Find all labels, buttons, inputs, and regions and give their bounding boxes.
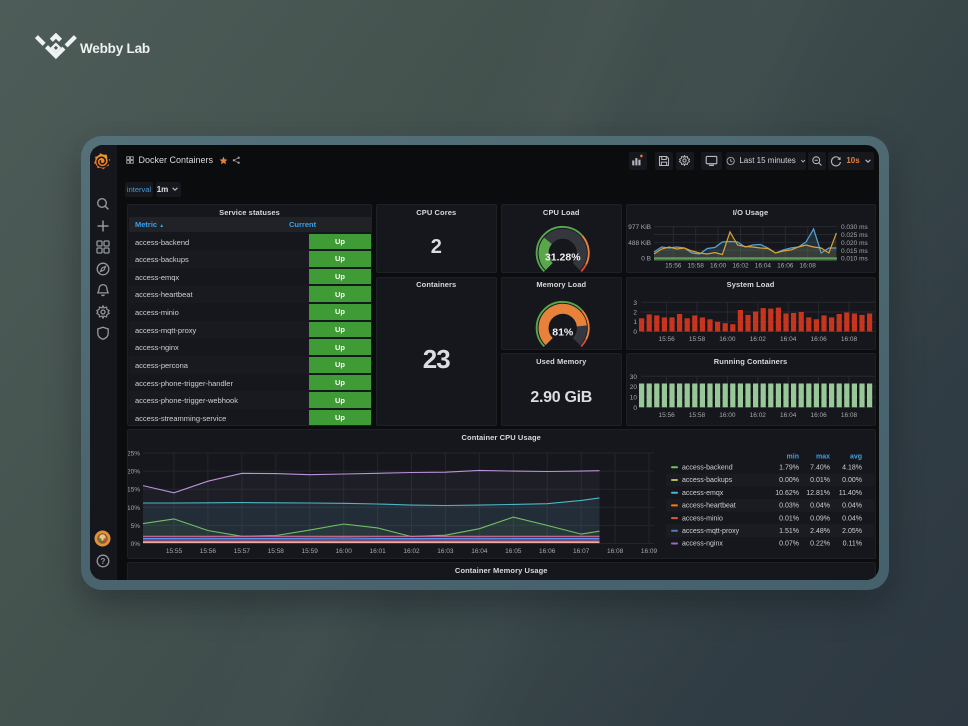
svg-text:25%: 25%: [128, 451, 140, 458]
svg-text:0.00%: 0.00%: [779, 477, 799, 484]
svg-text:0%: 0%: [131, 541, 141, 548]
svg-text:12.81%: 12.81%: [806, 490, 830, 497]
svg-text:2: 2: [633, 309, 637, 316]
svg-text:0.09%: 0.09%: [810, 515, 830, 522]
svg-text:81%: 81%: [552, 326, 574, 338]
svg-text:15:58: 15:58: [687, 263, 704, 270]
svg-text:1: 1: [633, 319, 637, 326]
svg-text:1.79%: 1.79%: [779, 465, 799, 472]
svg-text:16:06: 16:06: [777, 263, 794, 270]
svg-text:16:02: 16:02: [403, 548, 420, 555]
svg-text:16:05: 16:05: [505, 548, 522, 555]
svg-text:min: min: [787, 454, 799, 461]
svg-text:15:56: 15:56: [658, 412, 675, 419]
svg-text:11.40%: 11.40%: [839, 490, 862, 497]
svg-text:0.07%: 0.07%: [779, 541, 799, 548]
svg-text:16:07: 16:07: [573, 548, 590, 555]
svg-text:access-backups: access-backups: [682, 477, 733, 484]
svg-text:avg: avg: [850, 454, 862, 461]
svg-text:31.28%: 31.28%: [544, 252, 580, 264]
svg-text:0.01%: 0.01%: [779, 515, 799, 522]
svg-text:5%: 5%: [131, 523, 141, 530]
svg-text:0: 0: [633, 405, 637, 412]
svg-text:16:02: 16:02: [749, 412, 766, 419]
svg-text:16:04: 16:04: [780, 412, 797, 419]
svg-text:16:08: 16:08: [799, 263, 816, 270]
svg-text:access-mqtt-proxy: access-mqtt-proxy: [682, 528, 740, 535]
svg-text:0.04%: 0.04%: [810, 503, 830, 510]
svg-text:16:08: 16:08: [840, 412, 857, 419]
svg-text:0.025 ms: 0.025 ms: [841, 232, 868, 239]
svg-text:7.40%: 7.40%: [810, 465, 830, 472]
svg-text:16:08: 16:08: [607, 548, 624, 555]
svg-text:16:00: 16:00: [336, 548, 353, 555]
svg-text:0: 0: [633, 329, 637, 336]
svg-text:16:01: 16:01: [369, 548, 386, 555]
svg-text:2.48%: 2.48%: [810, 528, 830, 535]
svg-text:access-nginx: access-nginx: [682, 541, 723, 548]
svg-text:15:58: 15:58: [688, 412, 705, 419]
svg-text:20%: 20%: [128, 469, 140, 476]
svg-text:access-emqx: access-emqx: [682, 490, 724, 497]
svg-text:16:04: 16:04: [754, 263, 771, 270]
svg-text:0.22%: 0.22%: [810, 541, 830, 548]
svg-text:15:56: 15:56: [200, 548, 217, 555]
svg-text:488 KiB: 488 KiB: [628, 240, 651, 247]
svg-text:0 B: 0 B: [641, 256, 651, 263]
svg-text:access-heartbeat: access-heartbeat: [682, 503, 736, 510]
svg-text:0.030 ms: 0.030 ms: [841, 224, 868, 231]
svg-text:16:00: 16:00: [719, 336, 736, 343]
svg-text:15:57: 15:57: [234, 548, 251, 555]
svg-text:0.015 ms: 0.015 ms: [841, 248, 868, 255]
svg-text:16:06: 16:06: [810, 412, 827, 419]
svg-text:15:56: 15:56: [658, 336, 675, 343]
svg-text:4.18%: 4.18%: [842, 465, 862, 472]
svg-text:0.11%: 0.11%: [843, 541, 862, 548]
svg-text:0.010 ms: 0.010 ms: [841, 256, 868, 263]
svg-text:16:00: 16:00: [709, 263, 726, 270]
svg-text:15:58: 15:58: [268, 548, 285, 555]
svg-text:?: ?: [101, 556, 106, 565]
svg-text:max: max: [816, 454, 830, 461]
svg-text:16:09: 16:09: [641, 548, 658, 555]
svg-text:15:56: 15:56: [665, 263, 682, 270]
svg-text:access-minio: access-minio: [682, 515, 723, 522]
svg-text:15%: 15%: [128, 487, 140, 494]
svg-text:16:04: 16:04: [471, 548, 488, 555]
svg-text:16:02: 16:02: [732, 263, 749, 270]
svg-text:20: 20: [629, 384, 637, 391]
svg-text:0.04%: 0.04%: [842, 515, 862, 522]
svg-text:16:04: 16:04: [780, 336, 797, 343]
svg-text:0.03%: 0.03%: [779, 503, 799, 510]
svg-text:16:02: 16:02: [749, 336, 766, 343]
svg-text:15:59: 15:59: [302, 548, 319, 555]
svg-text:0.01%: 0.01%: [810, 477, 830, 484]
svg-text:15:58: 15:58: [688, 336, 705, 343]
svg-text:0.00%: 0.00%: [842, 477, 862, 484]
svg-text:10%: 10%: [128, 505, 140, 512]
svg-text:15:55: 15:55: [166, 548, 183, 555]
svg-text:16:03: 16:03: [437, 548, 454, 555]
svg-text:977 KiB: 977 KiB: [628, 224, 651, 231]
svg-text:30: 30: [629, 374, 637, 381]
svg-text:2.05%: 2.05%: [842, 528, 862, 535]
svg-text:3: 3: [633, 299, 637, 306]
svg-text:10.62%: 10.62%: [775, 490, 799, 497]
svg-text:10: 10: [629, 394, 637, 401]
svg-text:0.020 ms: 0.020 ms: [841, 240, 868, 247]
svg-text:access-backend: access-backend: [682, 465, 733, 472]
svg-text:16:00: 16:00: [719, 412, 736, 419]
svg-text:16:06: 16:06: [539, 548, 556, 555]
svg-text:0.04%: 0.04%: [842, 503, 862, 510]
svg-text:1.51%: 1.51%: [779, 528, 799, 535]
svg-text:16:08: 16:08: [840, 336, 857, 343]
svg-text:16:06: 16:06: [810, 336, 827, 343]
